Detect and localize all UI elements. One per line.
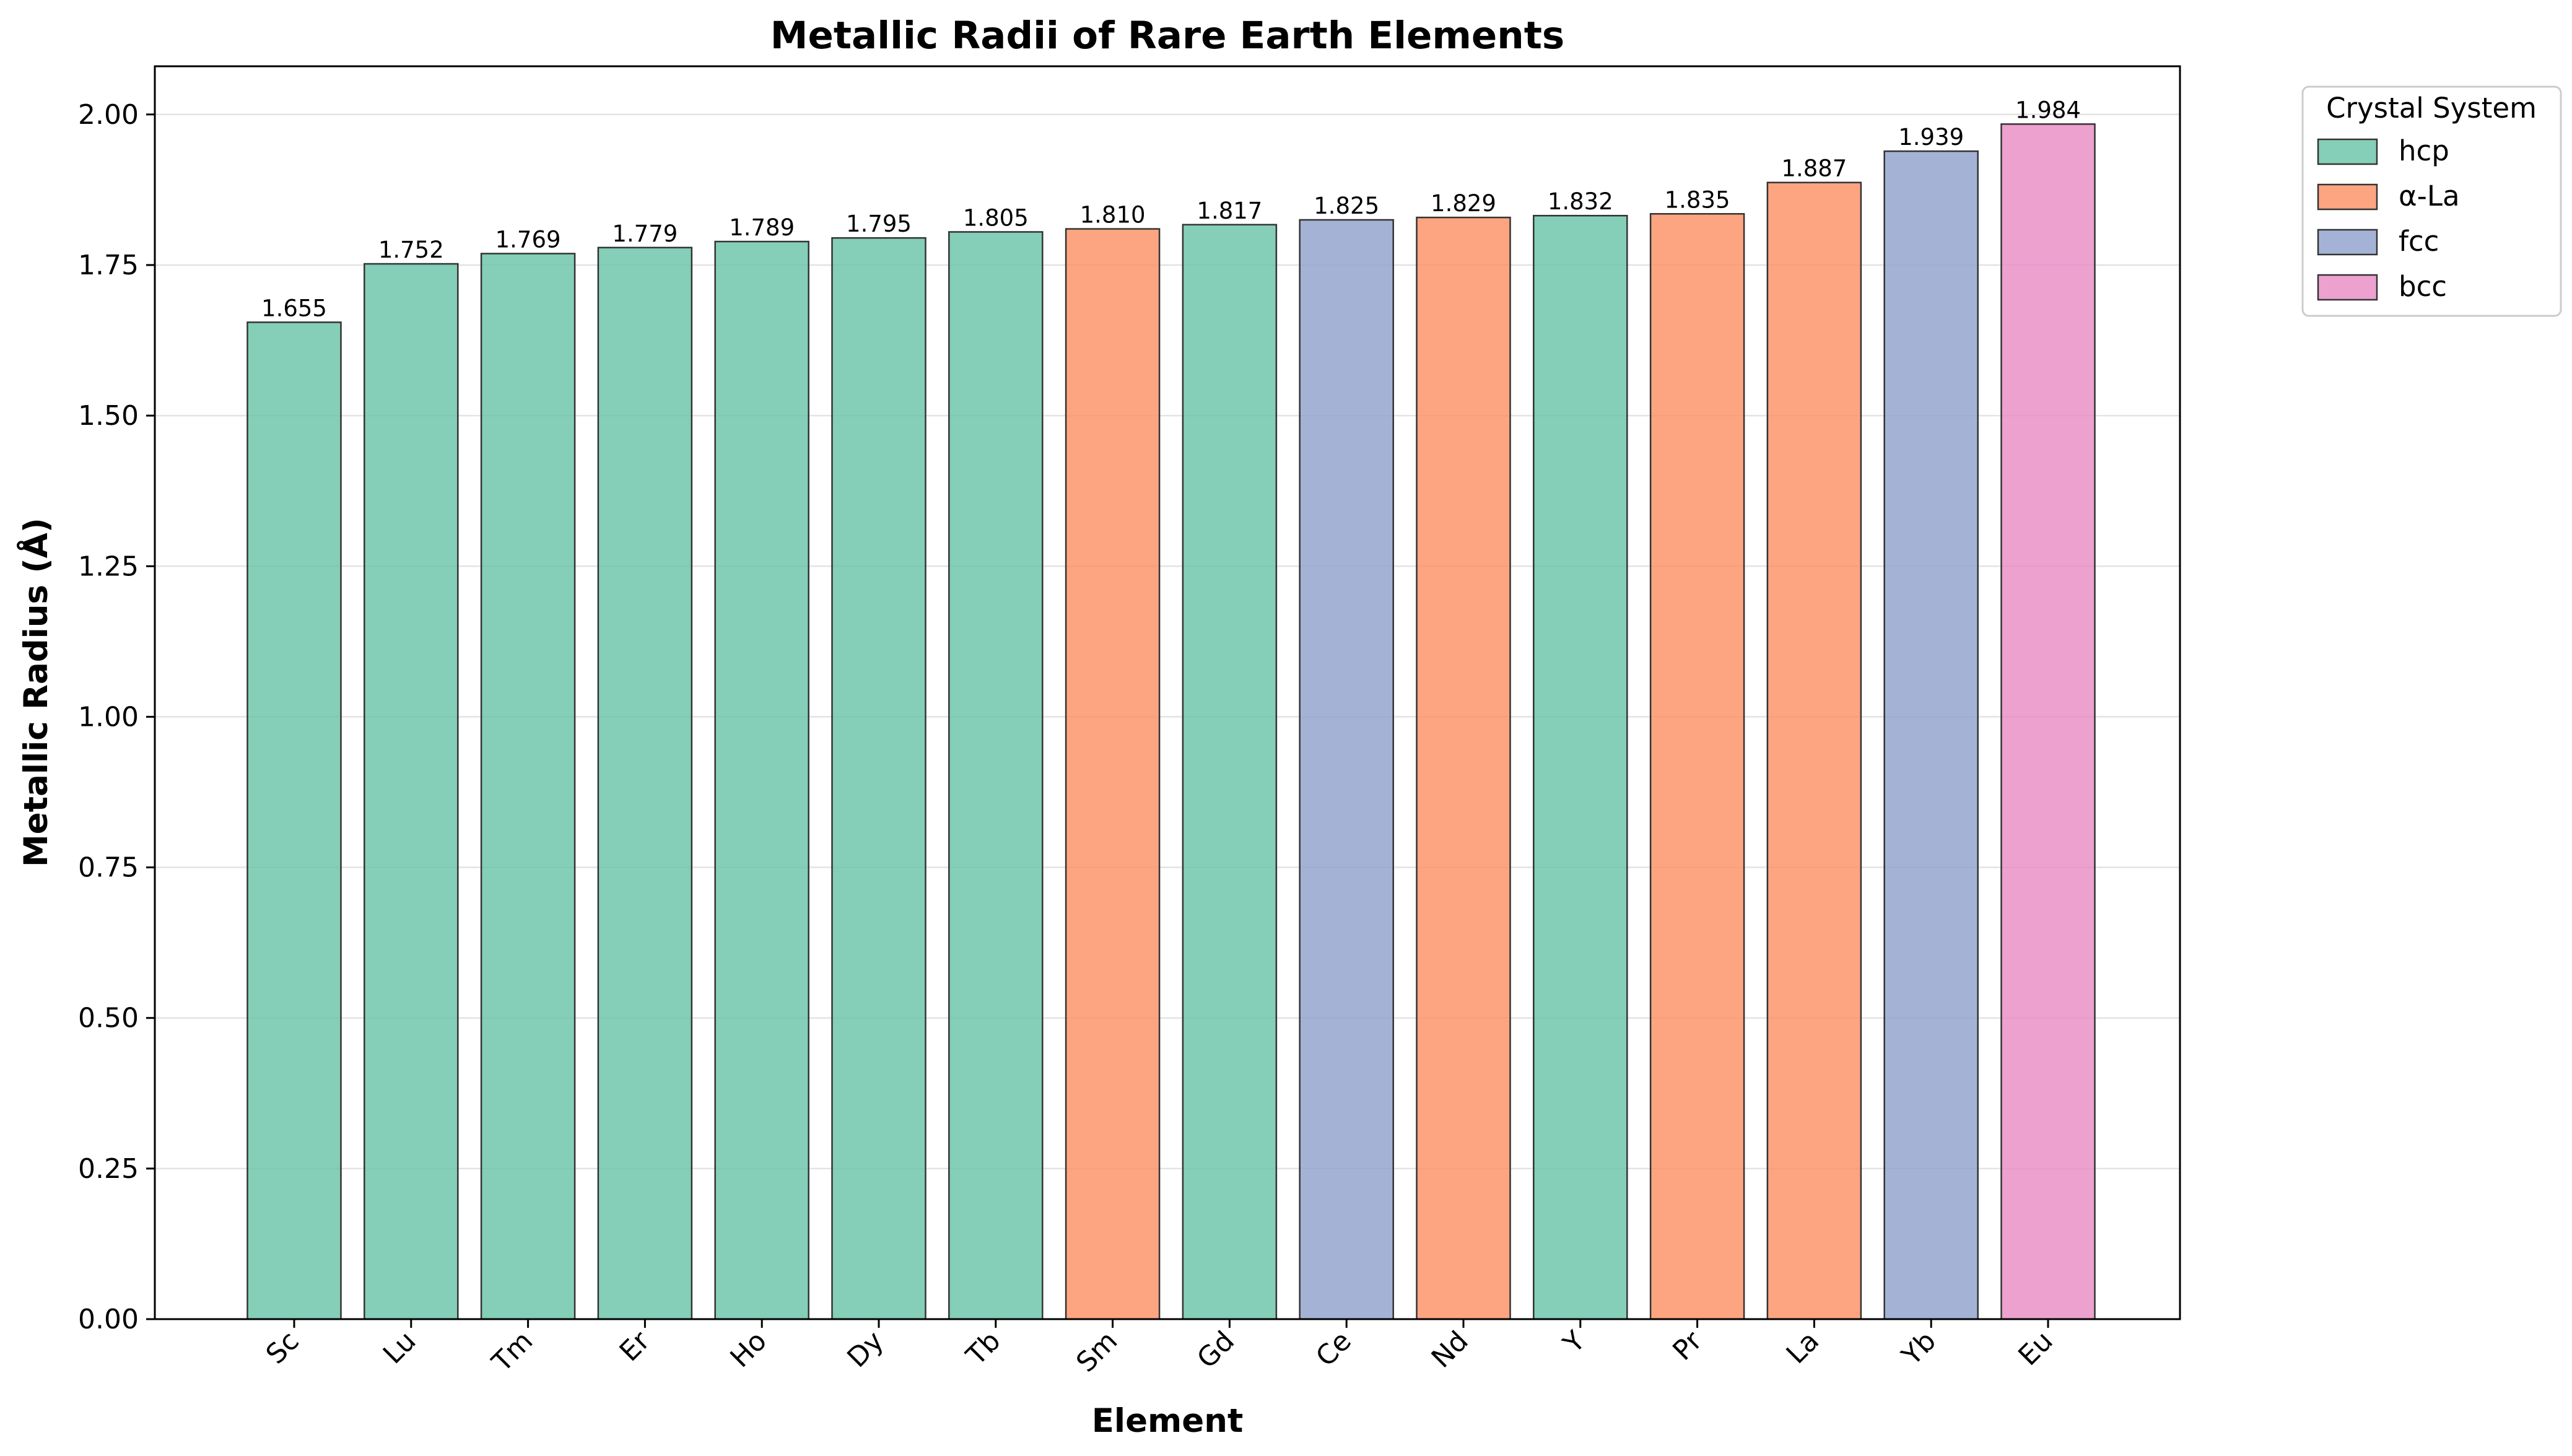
y-tick-label: 1.50 <box>78 400 139 432</box>
bar-lu <box>364 263 459 1320</box>
x-tick-label-eu: Eu <box>2012 1325 2059 1372</box>
value-label-pr: 1.835 <box>1665 186 1730 213</box>
value-labels: 1.655 1.752 1.769 1.779 1.789 1.795 1.805 1.810… <box>261 97 2081 321</box>
y-tick-label: 2.00 <box>78 99 139 131</box>
x-tick-label-gd: Gd <box>1191 1325 1240 1375</box>
x-tick-label-y: Y <box>1557 1325 1592 1360</box>
bar-sc <box>246 321 342 1320</box>
y-tick-label: 1.75 <box>78 250 139 281</box>
value-label-er: 1.779 <box>612 220 678 247</box>
legend-swatch <box>2317 138 2378 165</box>
x-tick-label-la: La <box>1781 1325 1825 1370</box>
x-tick-label-yb: Yb <box>1895 1325 1942 1372</box>
legend-label: bcc <box>2399 270 2447 303</box>
value-label-yb: 1.939 <box>1898 124 1964 150</box>
x-tick-label-ho: Ho <box>724 1325 772 1374</box>
bar-gd <box>1182 224 1278 1320</box>
bar-tb <box>948 231 1044 1320</box>
y-tick-label: 1.00 <box>78 701 139 733</box>
x-tick-label-nd: Nd <box>1426 1325 1475 1374</box>
bar-yb <box>1883 150 1979 1320</box>
x-tick-label-sm: Sm <box>1070 1325 1123 1379</box>
value-label-ho: 1.789 <box>729 214 795 241</box>
x-tick-label-pr: Pr <box>1667 1325 1709 1367</box>
bar-tm <box>480 253 576 1320</box>
legend-entries: hcp α-La fcc bcc <box>2317 134 2460 303</box>
x-tick-label-dy: Dy <box>841 1325 889 1374</box>
bar-eu <box>2000 123 2096 1320</box>
y-axis-label: Metallic Radius (Å) <box>16 518 55 867</box>
bar-nd <box>1416 216 1511 1320</box>
x-axis-label: Element <box>1092 1402 1244 1440</box>
y-tick-label: 0.75 <box>78 852 139 884</box>
chart-title: Metallic Radii of Rare Earth Elements <box>770 14 1564 58</box>
y-tick-label: 0.00 <box>78 1304 139 1335</box>
value-label-dy: 1.795 <box>846 211 912 237</box>
value-label-nd: 1.829 <box>1431 190 1496 217</box>
y-axis-ticks: 0.00 0.25 0.50 0.75 1.00 1.25 1.50 1.75 2.00 <box>78 99 155 1335</box>
value-label-y: 1.832 <box>1548 188 1613 215</box>
plot-frame <box>154 65 2181 1320</box>
legend-title: Crystal System <box>2326 92 2537 124</box>
bar-ce <box>1299 219 1394 1320</box>
y-tick-label: 0.25 <box>78 1153 139 1185</box>
legend-swatch <box>2317 229 2378 256</box>
legend: Crystal System hcp α-La fcc bcc <box>2301 85 2562 317</box>
bar-dy <box>831 237 926 1320</box>
legend-label: fcc <box>2399 225 2439 258</box>
x-tick-label-lu: Lu <box>377 1325 422 1371</box>
x-tick-label-sc: Sc <box>260 1325 305 1371</box>
value-label-lu: 1.752 <box>378 237 444 263</box>
bar-la <box>1766 181 1862 1320</box>
value-label-sm: 1.810 <box>1080 202 1146 229</box>
bar-pr <box>1649 213 1745 1320</box>
x-axis-ticks: Sc Lu Tm Er Ho Dy Tb Sm Gd Ce Nd Y Pr La Yb Eu <box>260 1319 2059 1379</box>
x-tick-label-ce: Ce <box>1310 1325 1358 1373</box>
value-label-eu: 1.984 <box>2015 97 2081 123</box>
y-tick-label: 1.25 <box>78 551 139 582</box>
legend-label: hcp <box>2399 134 2449 167</box>
value-label-tm: 1.769 <box>495 226 561 253</box>
x-tick-label-er: Er <box>614 1325 656 1367</box>
legend-swatch <box>2317 183 2378 211</box>
bars <box>246 123 2096 1320</box>
bar-ho <box>714 240 809 1320</box>
value-label-ce: 1.825 <box>1314 193 1379 219</box>
bar-y <box>1533 214 1628 1320</box>
x-tick-label-tb: Tb <box>960 1325 1007 1372</box>
value-label-gd: 1.817 <box>1197 198 1262 224</box>
bar-sm <box>1065 228 1161 1320</box>
bar-er <box>597 246 693 1320</box>
value-label-la: 1.887 <box>1781 155 1847 182</box>
value-label-tb: 1.805 <box>963 204 1029 231</box>
x-tick-label-tm: Tm <box>486 1325 539 1379</box>
legend-swatch <box>2317 274 2378 301</box>
legend-label: α-La <box>2399 180 2460 212</box>
y-tick-label: 0.50 <box>78 1003 139 1034</box>
value-label-sc: 1.655 <box>261 295 327 321</box>
